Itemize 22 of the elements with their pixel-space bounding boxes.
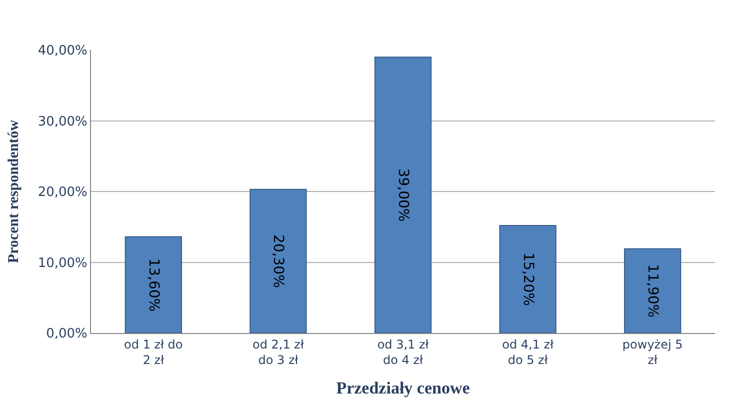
- bar: [250, 188, 307, 333]
- bar: [624, 248, 682, 333]
- x-axis-title: Przedziały cenowe: [336, 378, 470, 398]
- bar: [499, 224, 556, 333]
- y-tick-label: 20,00%: [38, 185, 88, 200]
- x-tick-label: od 4,1 zł do 5 zł: [502, 337, 554, 367]
- y-tick-label: 40,00%: [38, 44, 88, 59]
- bar: [374, 56, 432, 333]
- x-tick-label: od 3,1 zł do 4 zł: [377, 337, 430, 367]
- x-tick-label: od 1 zł do 2 zł: [124, 337, 183, 367]
- data-label: 13,60%: [145, 258, 162, 312]
- data-label: 20,30%: [270, 234, 286, 288]
- x-tick-label: od 2,1 zł do 3 zł: [252, 337, 304, 367]
- data-label: 15,20%: [520, 252, 536, 306]
- x-tick-label: powyżej 5 zł: [622, 337, 683, 367]
- y-tick-label: 30,00%: [38, 114, 88, 130]
- data-label: 11,90%: [644, 264, 661, 318]
- y-tick-label: 0,00%: [46, 326, 88, 342]
- data-label: 39,00%: [395, 168, 411, 222]
- bar: [124, 236, 182, 333]
- y-axis-title: Procent respondentów: [6, 120, 22, 264]
- y-tick-label: 10,00%: [38, 256, 88, 271]
